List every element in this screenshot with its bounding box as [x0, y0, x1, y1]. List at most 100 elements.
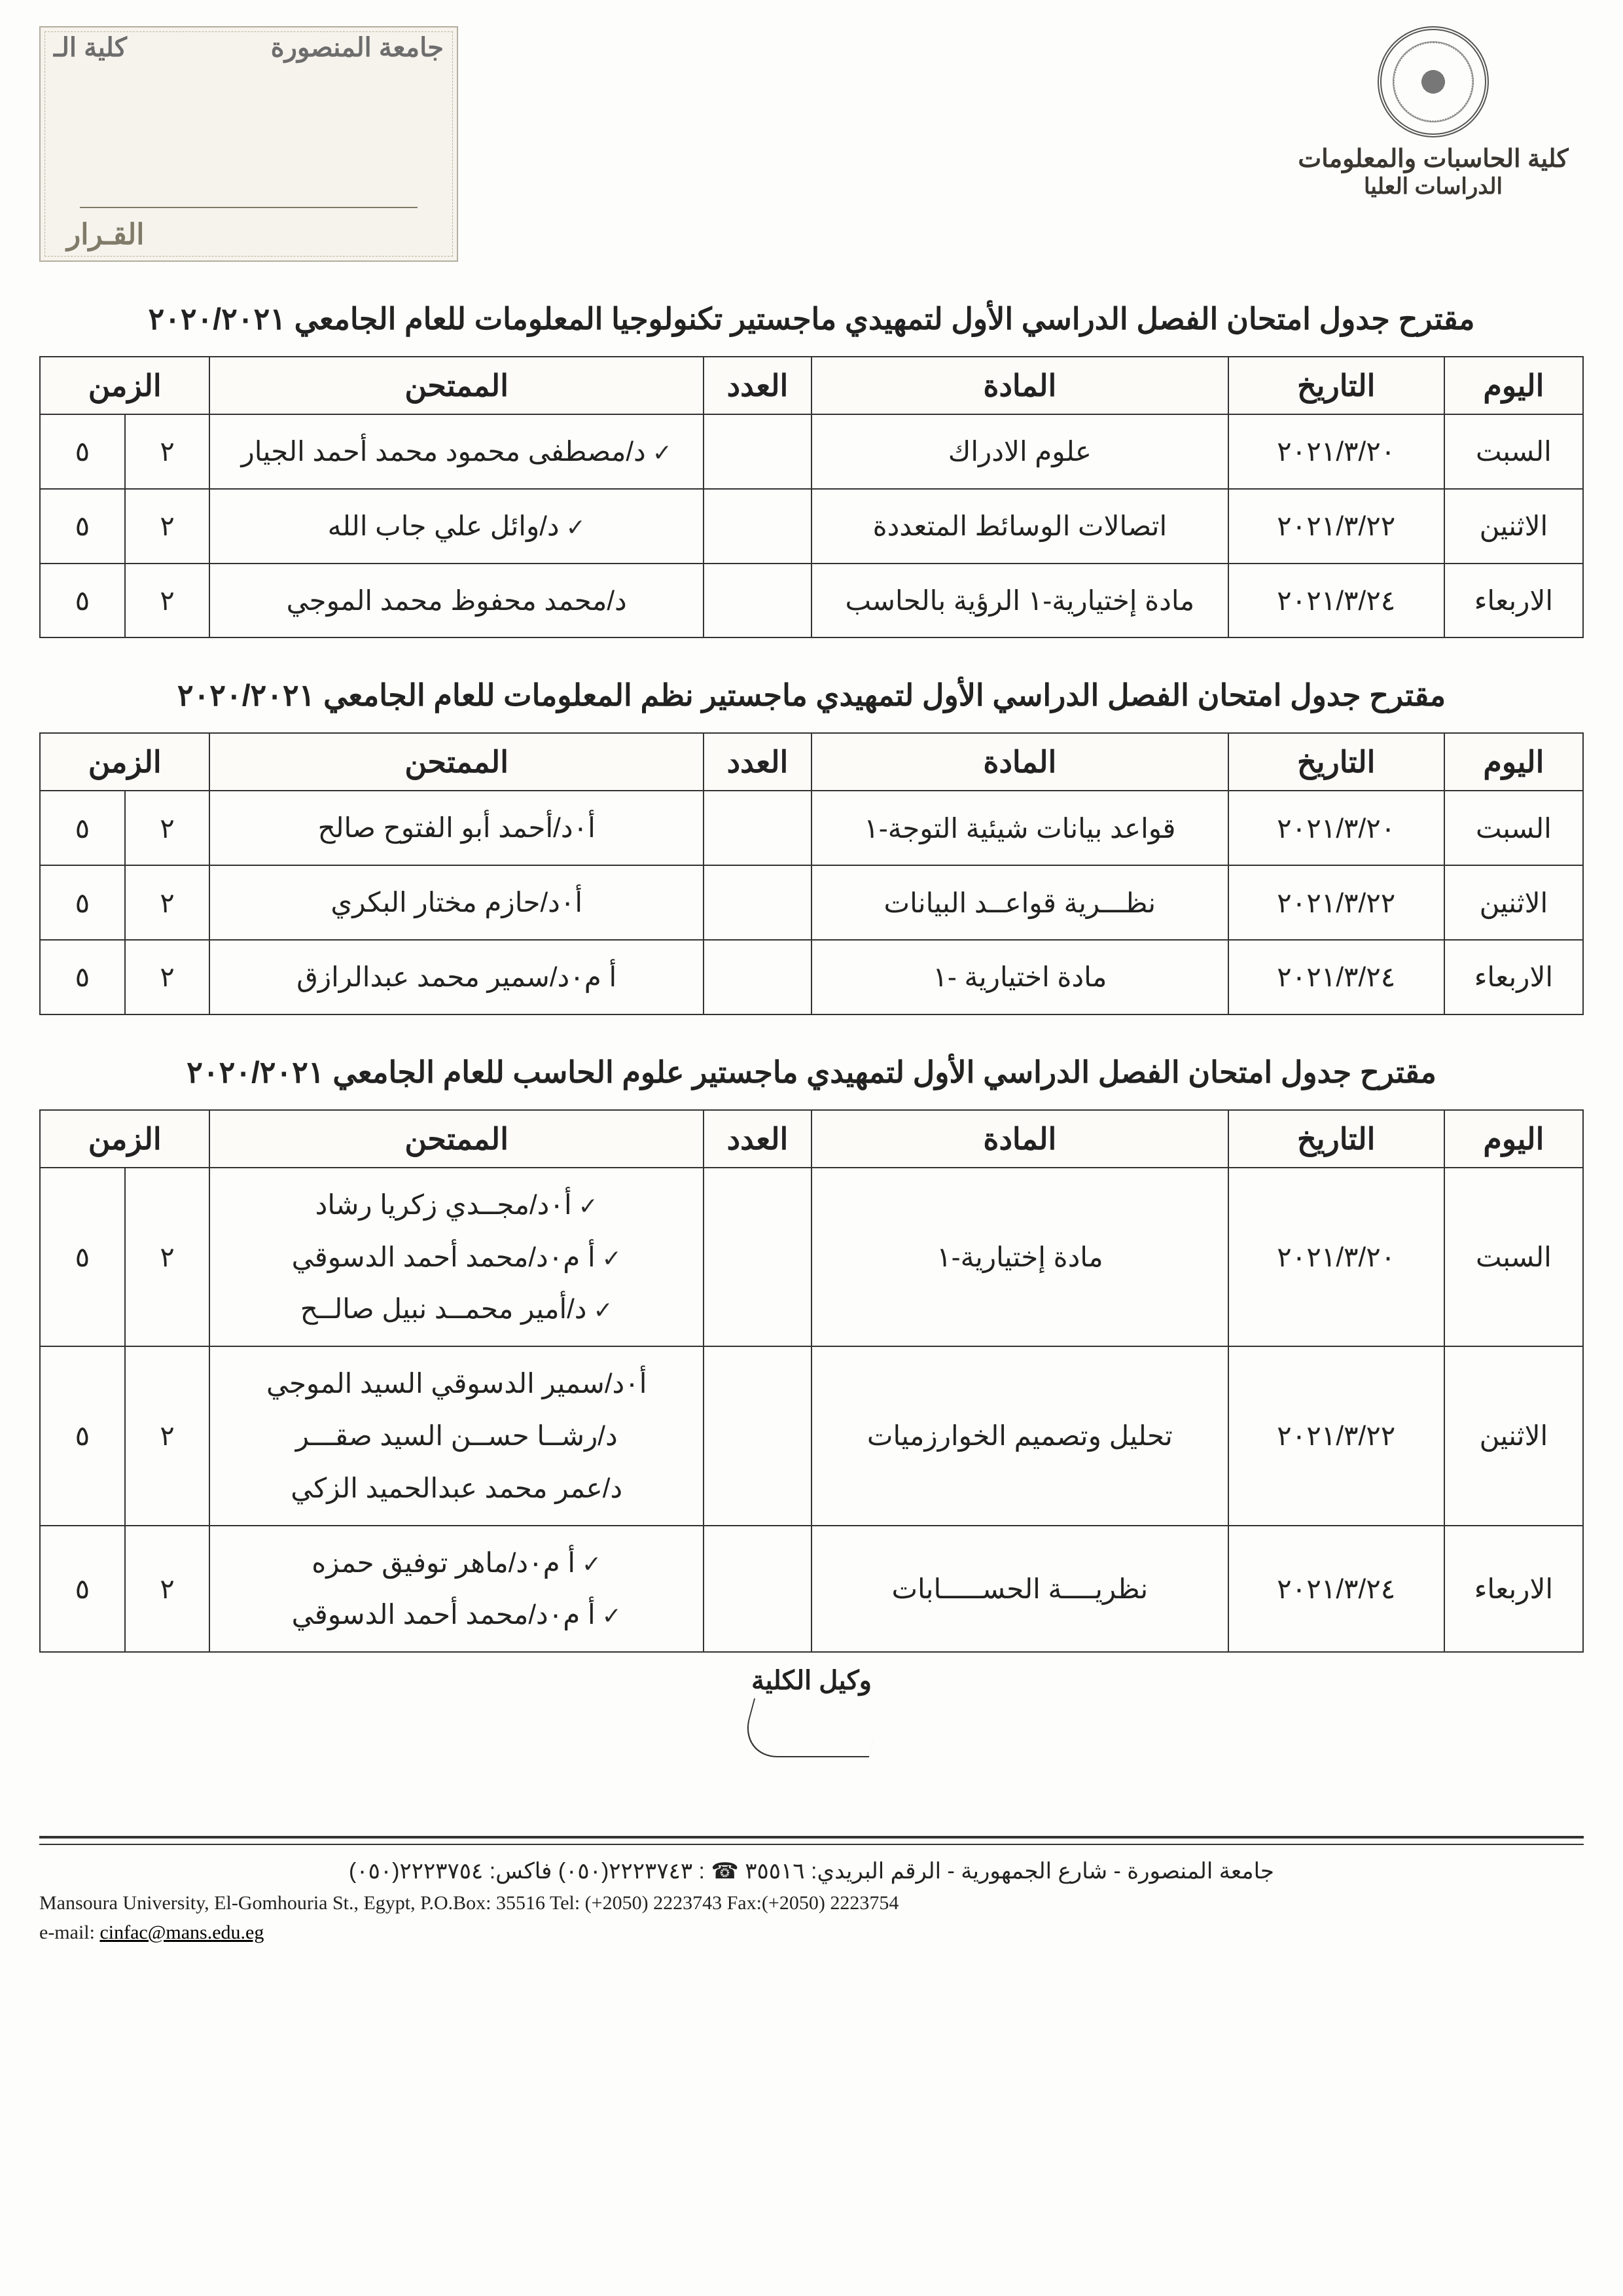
column-header: الممتحن [209, 733, 704, 791]
cell-examiner: أ٠د/حازم مختار البكري [209, 865, 704, 940]
table-row: الاثنين٢٠٢١/٣/٢٢تحليل وتصميم الخوارزميات… [40, 1346, 1583, 1525]
footer-en-line1: Mansoura University, El-Gomhouria St., E… [39, 1892, 899, 1914]
examiner-name: د/عمر محمد عبدالحميد الزكي [217, 1462, 696, 1515]
column-header: التاريخ [1228, 357, 1444, 414]
cell-subject: مادة إختيارية-١ الرؤية بالحاسب [812, 564, 1228, 638]
cell-time-to: ٥ [40, 564, 125, 638]
cell-day: السبت [1444, 791, 1583, 865]
examiner-name: أ م٠د/محمد أحمد الدسوقي [217, 1231, 696, 1283]
cell-examiner: د/محمد محفوظ محمد الموجي [209, 564, 704, 638]
cell-count [704, 1526, 812, 1653]
cell-subject: قواعد بيانات شيئية التوجة-١ [812, 791, 1228, 865]
column-header: اليوم [1444, 733, 1583, 791]
cell-examiner: أ٠د/سمير الدسوقي السيد الموجيد/رشــا حسـ… [209, 1346, 704, 1525]
column-header: العدد [704, 733, 812, 791]
cell-count [704, 940, 812, 1014]
stamp-university-label: جامعة المنصورة [271, 33, 444, 63]
cell-time-from: ٢ [125, 564, 210, 638]
cell-time-from: ٢ [125, 940, 210, 1014]
schedule-table: اليومالتاريخالمادةالعددالممتحنالزمنالسبت… [39, 356, 1584, 638]
cell-examiner: أ م٠د/ماهر توفيق حمزهأ م٠د/محمد أحمد الد… [209, 1526, 704, 1653]
examiner-name: أ٠د/مجــدي زكريا رشاد [217, 1179, 696, 1231]
examiner-name: أ٠د/حازم مختار البكري [217, 876, 696, 929]
cell-examiner: أ٠د/أحمد أبو الفتوح صالح [209, 791, 704, 865]
cell-date: ٢٠٢١/٣/٢٤ [1228, 1526, 1444, 1653]
cell-day: الاربعاء [1444, 564, 1583, 638]
cell-time-to: ٥ [40, 1346, 125, 1525]
cell-date: ٢٠٢١/٣/٢٠ [1228, 414, 1444, 489]
cell-time-from: ٢ [125, 1526, 210, 1653]
footer-email-link[interactable]: cinfac@mans.edu.eg [99, 1922, 264, 1943]
cell-time-from: ٢ [125, 1168, 210, 1346]
tables-area: مقترح جدول امتحان الفصل الدراسي الأول لت… [39, 301, 1584, 1653]
stamp-decision-label: القـرار [67, 218, 145, 251]
dean-label: وكيل الكلية [39, 1666, 1584, 1696]
cell-day: الاثنين [1444, 1346, 1583, 1525]
column-header: العدد [704, 1110, 812, 1168]
footer-separator [39, 1836, 1584, 1839]
cell-subject: تحليل وتصميم الخوارزميات [812, 1346, 1228, 1525]
cell-count [704, 791, 812, 865]
table-row: السبت٢٠٢١/٣/٢٠قواعد بيانات شيئية التوجة-… [40, 791, 1583, 865]
examiner-name: أ٠د/أحمد أبو الفتوح صالح [217, 802, 696, 854]
cell-count [704, 1168, 812, 1346]
cell-day: الاربعاء [1444, 1526, 1583, 1653]
page: كلية الحاسبات والمعلومات الدراسات العليا… [39, 26, 1584, 1947]
examiner-name: د/وائل علي جاب الله [217, 500, 696, 552]
examiner-name: أ٠د/سمير الدسوقي السيد الموجي [217, 1357, 696, 1410]
cell-time-to: ٥ [40, 791, 125, 865]
cell-examiner: أ م٠د/سمير محمد عبدالرازق [209, 940, 704, 1014]
cell-day: الاثنين [1444, 489, 1583, 564]
cell-time-to: ٥ [40, 489, 125, 564]
cell-time-to: ٥ [40, 940, 125, 1014]
footer-separator-thin [39, 1844, 1584, 1845]
column-header-time: الزمن [40, 357, 209, 414]
cell-examiner: أ٠د/مجــدي زكريا رشادأ م٠د/محمد أحمد الد… [209, 1168, 704, 1346]
cell-time-to: ٥ [40, 1168, 125, 1346]
cell-subject: نظـــرية قواعــد البيانات [812, 865, 1228, 940]
cell-day: السبت [1444, 414, 1583, 489]
stamp-faculty-label: كلية الـ [54, 33, 127, 63]
column-header-time: الزمن [40, 1110, 209, 1168]
cell-time-to: ٥ [40, 414, 125, 489]
cell-count [704, 564, 812, 638]
cell-count [704, 414, 812, 489]
cell-count [704, 489, 812, 564]
cell-day: السبت [1444, 1168, 1583, 1346]
cell-date: ٢٠٢١/٣/٢٢ [1228, 1346, 1444, 1525]
examiner-name: د/محمد محفوظ محمد الموجي [217, 575, 696, 627]
logo-block: كلية الحاسبات والمعلومات الدراسات العليا [1283, 26, 1584, 200]
examiner-name: أ م٠د/محمد أحمد الدسوقي [217, 1588, 696, 1641]
cell-subject: مادة اختيارية -١ [812, 940, 1228, 1014]
examiner-name: أ م٠د/سمير محمد عبدالرازق [217, 951, 696, 1003]
cell-examiner: د/وائل علي جاب الله [209, 489, 704, 564]
cell-subject: نظريــــة الحســـــابات [812, 1526, 1228, 1653]
schedule-table: اليومالتاريخالمادةالعددالممتحنالزمنالسبت… [39, 732, 1584, 1014]
table-row: السبت٢٠٢١/٣/٢٠علوم الادراكد/مصطفى محمود … [40, 414, 1583, 489]
department-name: الدراسات العليا [1283, 173, 1584, 200]
footer-email-label: e-mail: [39, 1922, 99, 1943]
cell-date: ٢٠٢١/٣/٢٢ [1228, 489, 1444, 564]
cell-time-from: ٢ [125, 865, 210, 940]
column-header: العدد [704, 357, 812, 414]
schedule-title: مقترح جدول امتحان الفصل الدراسي الأول لت… [39, 301, 1584, 336]
cell-date: ٢٠٢١/٣/٢٠ [1228, 1168, 1444, 1346]
footer-arabic: جامعة المنصورة - شارع الجمهورية - الرقم … [39, 1858, 1584, 1884]
cell-time-to: ٥ [40, 1526, 125, 1653]
schedule-table: اليومالتاريخالمادةالعددالممتحنالزمنالسبت… [39, 1109, 1584, 1653]
table-row: الاربعاء٢٠٢١/٣/٢٤نظريــــة الحســـــابات… [40, 1526, 1583, 1653]
column-header: التاريخ [1228, 1110, 1444, 1168]
dean-signature-icon [738, 1698, 885, 1757]
cell-time-from: ٢ [125, 414, 210, 489]
cell-date: ٢٠٢١/٣/٢٤ [1228, 940, 1444, 1014]
column-header: التاريخ [1228, 733, 1444, 791]
column-header: الممتحن [209, 1110, 704, 1168]
cell-subject: مادة إختيارية-١ [812, 1168, 1228, 1346]
cell-date: ٢٠٢١/٣/٢٤ [1228, 564, 1444, 638]
stamp-signature-line [80, 143, 418, 208]
table-row: الاربعاء٢٠٢١/٣/٢٤مادة إختيارية-١ الرؤية … [40, 564, 1583, 638]
examiner-name: د/أمير محمــد نبيل صالــح [217, 1283, 696, 1335]
examiner-name: د/مصطفى محمود محمد أحمد الجيار [217, 425, 696, 478]
column-header-time: الزمن [40, 733, 209, 791]
university-seal-icon [1378, 26, 1489, 137]
